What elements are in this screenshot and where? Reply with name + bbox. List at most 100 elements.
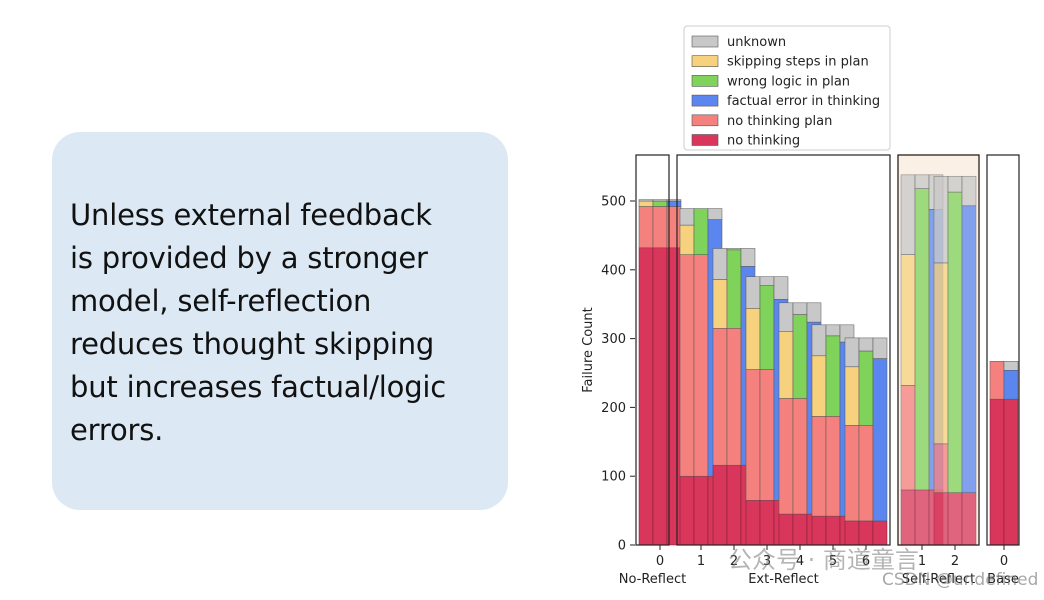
bar-segment-unknown bbox=[652, 199, 668, 202]
failure-count-chart: Failure Count 0 100 200 300 400 500 0 No-Reflect… bbox=[581, 25, 1020, 587]
legend-frame bbox=[683, 25, 891, 151]
bar-segment-skipping-steps-in-plan bbox=[778, 331, 794, 399]
bar-segment-no-thinking-plan bbox=[844, 425, 860, 522]
bar-segment-unknown bbox=[726, 248, 742, 251]
panel-frame-base bbox=[986, 154, 1020, 546]
bar-segment-unknown bbox=[825, 324, 841, 337]
x-tick-label: 2 bbox=[730, 554, 738, 569]
bar-segment-no-thinking bbox=[989, 398, 1005, 546]
legend-swatch bbox=[691, 75, 719, 87]
bar-segment-unknown bbox=[811, 324, 827, 357]
callout-text: Unless external feedback is provided by … bbox=[70, 194, 490, 452]
y-axis-label: Failure Count bbox=[581, 307, 596, 393]
bar-segment-no-thinking-plan bbox=[989, 361, 1005, 400]
panel-frame-no-reflect bbox=[635, 154, 670, 546]
bar-segment-unknown bbox=[773, 276, 789, 300]
bar-segment-skipping-steps-in-plan bbox=[844, 366, 860, 426]
y-tick-label: 300 bbox=[601, 332, 626, 347]
bar-segment-wrong-logic-in-plan bbox=[947, 191, 963, 493]
bar-segment-unknown bbox=[1003, 361, 1019, 371]
bar-segment-wrong-logic-in-plan bbox=[693, 208, 709, 255]
bar-segment-no-thinking-plan bbox=[638, 206, 654, 249]
bar-segment-unknown bbox=[679, 208, 695, 226]
bar-segment-wrong-logic-in-plan bbox=[726, 249, 742, 329]
watermark-sub: CSDN @undefined bbox=[882, 570, 1039, 590]
bar-segment-wrong-logic-in-plan bbox=[759, 285, 775, 370]
bar-segment-no-thinking-plan bbox=[712, 328, 728, 466]
legend-swatch bbox=[691, 134, 719, 146]
bar-segment-skipping-steps-in-plan bbox=[638, 200, 654, 207]
legend-swatch bbox=[691, 35, 719, 48]
bar-segment-skipping-steps-in-plan bbox=[712, 279, 728, 329]
bar-segment-unknown bbox=[707, 208, 723, 220]
bar-segment-no-thinking bbox=[652, 247, 668, 546]
legend-swatch bbox=[691, 94, 719, 107]
bar-segment-unknown bbox=[806, 302, 822, 323]
legend-swatch bbox=[691, 114, 719, 127]
bar-segment-unknown bbox=[933, 175, 949, 264]
bar-segment-skipping-steps-in-plan bbox=[933, 262, 949, 445]
bar-segment-skipping-steps-in-plan bbox=[745, 308, 761, 370]
bar-segment-unknown bbox=[914, 174, 930, 189]
legend: unknown skipping steps in plan wrong logic… bbox=[683, 25, 891, 151]
x-tick-label: 3 bbox=[763, 554, 771, 569]
legend-label: no thinking bbox=[727, 134, 800, 149]
bar-segment-no-thinking-plan bbox=[933, 443, 949, 493]
bar-segment-unknown bbox=[961, 175, 977, 207]
bar-segment-no-thinking-plan bbox=[778, 398, 794, 515]
y-tick-label: 400 bbox=[601, 263, 626, 278]
group-label-no-reflect: No-Reflect bbox=[619, 572, 687, 587]
bar-segment-wrong-logic-in-plan bbox=[652, 200, 668, 207]
bar-segment-wrong-logic-in-plan bbox=[825, 335, 841, 417]
bar-segment-no-thinking-plan bbox=[693, 254, 709, 477]
legend-label: unknown bbox=[727, 35, 786, 50]
group-label-base: Base bbox=[987, 572, 1019, 587]
bar-segment-skipping-steps-in-plan bbox=[679, 224, 695, 255]
callout-line: reduces thought skipping bbox=[70, 327, 435, 361]
bar-segment-no-thinking bbox=[1003, 398, 1019, 546]
bar-segment-skipping-steps-in-plan bbox=[811, 355, 827, 417]
bar-segment-factual-error-in-thinking bbox=[961, 205, 977, 493]
x-tick-label: 2 bbox=[951, 554, 959, 569]
y-tick-label: 0 bbox=[618, 539, 626, 554]
bar-segment-factual-error-in-thinking bbox=[872, 358, 888, 522]
bar-segment-unknown bbox=[666, 199, 682, 202]
bar-segment-no-thinking bbox=[759, 500, 775, 546]
panel-frame-ext-reflect bbox=[676, 154, 891, 546]
legend-label: wrong logic in plan bbox=[727, 74, 850, 89]
bar-segment-unknown bbox=[872, 337, 888, 359]
bar-segment-wrong-logic-in-plan bbox=[914, 188, 930, 491]
panel-frame-self-reflect bbox=[897, 154, 980, 546]
bar-segment-no-thinking bbox=[726, 464, 742, 546]
bar-segment-no-thinking bbox=[693, 475, 709, 546]
bar-segment-no-thinking-plan bbox=[792, 398, 808, 515]
bar-segment-factual-error-in-thinking bbox=[1003, 369, 1019, 400]
x-tick-label: 0 bbox=[1000, 554, 1008, 569]
bar-segment-no-thinking-plan bbox=[811, 416, 827, 517]
bar-segment-no-thinking bbox=[961, 492, 977, 546]
bar-segment-no-thinking-plan bbox=[679, 254, 695, 477]
y-tick-label: 100 bbox=[601, 470, 626, 485]
bar-segment-unknown bbox=[844, 337, 860, 368]
bar-segment-no-thinking bbox=[712, 464, 728, 546]
bar-segment-no-thinking bbox=[933, 492, 949, 546]
callout-line: but increases factual/logic bbox=[70, 370, 447, 404]
bar-segment-no-thinking-plan bbox=[858, 425, 874, 522]
bar-segment-unknown bbox=[638, 199, 654, 202]
bar-segment-no-thinking-plan bbox=[745, 369, 761, 501]
y-tick-label: 500 bbox=[601, 195, 626, 210]
y-tick-label: 200 bbox=[601, 401, 626, 416]
bar-segment-skipping-steps-in-plan bbox=[900, 254, 916, 386]
bar-segment-unknown bbox=[712, 248, 728, 280]
bar-segment-no-thinking-plan bbox=[759, 369, 775, 501]
x-tick-label: 1 bbox=[918, 554, 926, 569]
bar-segment-no-thinking bbox=[900, 489, 916, 546]
bar-segment-unknown bbox=[740, 248, 756, 267]
bar-segment-unknown bbox=[792, 302, 808, 315]
bar-segment-wrong-logic-in-plan bbox=[858, 350, 874, 426]
bar-segment-unknown bbox=[900, 174, 916, 255]
legend-label: factual error in thinking bbox=[727, 94, 880, 109]
bar-segment-unknown bbox=[745, 276, 761, 309]
bar-segment-no-thinking bbox=[947, 492, 963, 546]
callout-line: is provided by a stronger bbox=[70, 241, 428, 275]
